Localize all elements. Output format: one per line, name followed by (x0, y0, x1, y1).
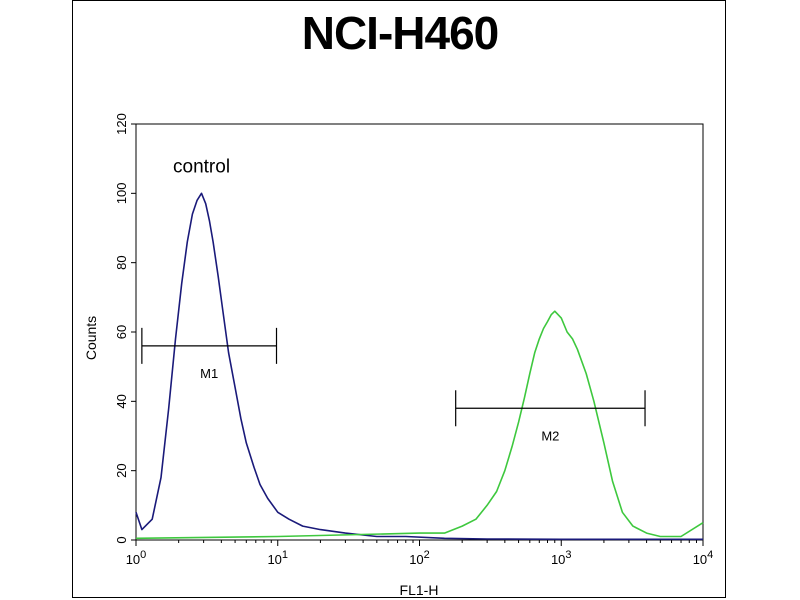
y-tick-label: 80 (114, 255, 129, 269)
plot-area-border (135, 123, 704, 541)
marker-label: M1 (200, 366, 218, 381)
series-group (135, 192, 704, 541)
x-axis-label: FL1-H (400, 582, 439, 598)
y-tick-label: 20 (114, 463, 129, 477)
y-axis-label: Counts (83, 316, 99, 360)
chart-frame (72, 0, 726, 598)
y-tick-label: 120 (114, 113, 129, 135)
y-tick-label: 40 (114, 394, 129, 408)
y-tick-label: 100 (114, 182, 129, 204)
x-tick-label: 102 (409, 549, 430, 567)
marker-label: M2 (541, 428, 559, 443)
y-tick-label: 0 (114, 536, 129, 543)
series-line-1 (135, 192, 703, 541)
axes-group: 0 20 40 60 80 100 120 100 101 102 103 104 (114, 113, 713, 567)
annotation-label: control (173, 157, 230, 178)
y-tick-label: 60 (114, 325, 129, 339)
x-tick-label: 101 (267, 549, 288, 567)
chart-title: NCI-H460 (301, 7, 500, 59)
series-line-2 (135, 310, 704, 540)
x-tick-label: 104 (693, 549, 714, 567)
x-tick-label: 103 (551, 549, 572, 567)
markers-group: control M1 M2 (141, 157, 646, 443)
x-tick-label: 100 (126, 549, 147, 567)
